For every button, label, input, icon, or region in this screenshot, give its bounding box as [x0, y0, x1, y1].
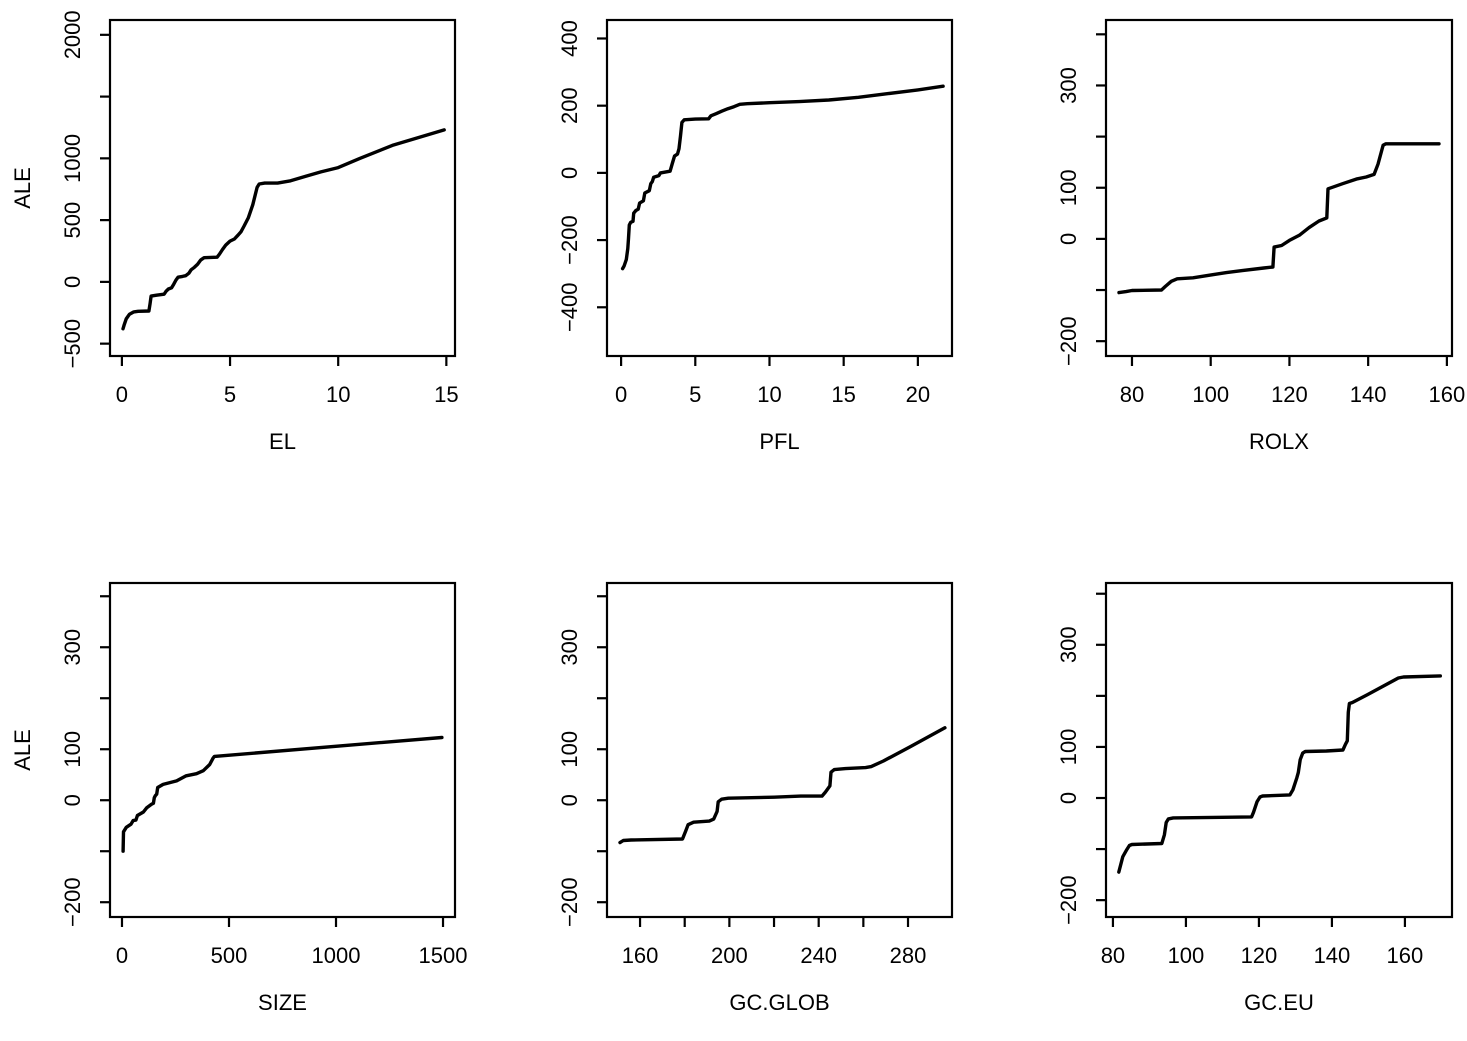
- panel-rolx: 80 100 120 140 160 −200 0 100 300 ROLX: [1056, 18, 1466, 454]
- y-tick-label: 200: [557, 87, 582, 124]
- y-tick-label: 300: [557, 629, 582, 666]
- x-tick-label: 10: [757, 382, 781, 407]
- y-tick-label: 0: [557, 167, 582, 179]
- y-tick-label: −200: [1056, 316, 1081, 366]
- ale-curve: [121, 128, 446, 331]
- panel-pfl: 0 5 10 15 20 −400 −200 0 200 400 PFL: [557, 18, 954, 454]
- plot-box: [605, 581, 954, 919]
- y-tick-label: 500: [60, 202, 85, 239]
- x-tick-label: 240: [800, 943, 837, 968]
- x-tick-label: 160: [622, 943, 659, 968]
- y-tick-label: 100: [60, 731, 85, 768]
- y-tick-label: 1000: [60, 134, 85, 183]
- plot-box: [605, 18, 954, 358]
- y-tick-label: −200: [557, 877, 582, 927]
- x-axis-title: SIZE: [258, 990, 307, 1015]
- y-axis-title: ALE: [10, 167, 35, 209]
- x-axis-title: ROLX: [1249, 429, 1309, 454]
- x-tick-label: 10: [326, 382, 350, 407]
- y-tick-label: 300: [1056, 626, 1081, 663]
- y-axis-title: ALE: [10, 729, 35, 771]
- y-tick-label: 300: [60, 629, 85, 666]
- y-tick-label: 400: [557, 20, 582, 57]
- y-tick-label: 0: [557, 794, 582, 806]
- x-tick-label: 160: [1429, 382, 1466, 407]
- y-tick-label: −500: [60, 319, 85, 369]
- x-axis-title: GC.GLOB: [729, 990, 829, 1015]
- ale-curve: [620, 84, 945, 271]
- x-tick-label: 5: [224, 382, 236, 407]
- ale-curve: [1117, 142, 1441, 295]
- ale-curve: [618, 726, 947, 845]
- x-tick-label: 280: [890, 943, 927, 968]
- y-tick-label: 100: [557, 731, 582, 768]
- x-axis-title: EL: [269, 429, 296, 454]
- x-axis-title: GC.EU: [1244, 990, 1314, 1015]
- y-tick-label: −200: [1056, 875, 1081, 925]
- panel-gc-eu: 80 100 120 140 160 −200 0 100 300 GC.EU: [1056, 581, 1454, 1015]
- x-tick-label: 0: [116, 382, 128, 407]
- plot-box: [1104, 18, 1454, 358]
- y-tick-label: 100: [1056, 169, 1081, 206]
- x-tick-label: 1500: [419, 943, 468, 968]
- x-tick-label: 15: [434, 382, 458, 407]
- x-tick-label: 80: [1101, 943, 1125, 968]
- x-tick-label: 500: [211, 943, 248, 968]
- x-tick-label: 5: [689, 382, 701, 407]
- y-tick-label: 2000: [60, 10, 85, 59]
- panel-el: 0 5 10 15 −500 0 500 1000 2000 EL ALE: [10, 10, 459, 454]
- ale-curve: [1117, 674, 1443, 874]
- ale-curve: [121, 735, 444, 853]
- y-tick-label: 300: [1056, 67, 1081, 104]
- y-tick-label: −400: [557, 282, 582, 332]
- plot-box: [108, 18, 457, 358]
- x-tick-label: 120: [1241, 943, 1278, 968]
- x-tick-label: 140: [1314, 943, 1351, 968]
- x-tick-label: 80: [1120, 382, 1144, 407]
- x-tick-label: 0: [116, 943, 128, 968]
- x-tick-label: 100: [1192, 382, 1229, 407]
- x-tick-label: 20: [906, 382, 930, 407]
- y-tick-label: 0: [60, 794, 85, 806]
- x-tick-label: 140: [1350, 382, 1387, 407]
- y-tick-label: −200: [557, 215, 582, 265]
- x-tick-label: 100: [1168, 943, 1205, 968]
- y-tick-label: 0: [60, 276, 85, 288]
- x-tick-label: 200: [711, 943, 748, 968]
- panel-size: 0 500 1000 1500 −200 0 100 300 SIZE ALE: [10, 581, 468, 1015]
- x-tick-label: 0: [615, 382, 627, 407]
- x-tick-label: 120: [1271, 382, 1308, 407]
- panel-gc-glob: 160 200 240 280 −200 0 100 300 GC.GLOB: [557, 581, 954, 1015]
- x-tick-label: 15: [831, 382, 855, 407]
- x-axis-title: PFL: [759, 429, 799, 454]
- y-tick-label: 100: [1056, 729, 1081, 766]
- plot-box: [1104, 581, 1454, 919]
- y-tick-label: −200: [60, 877, 85, 927]
- x-tick-label: 1000: [312, 943, 361, 968]
- x-tick-label: 160: [1387, 943, 1424, 968]
- y-tick-label: 0: [1056, 792, 1081, 804]
- y-tick-label: 0: [1056, 233, 1081, 245]
